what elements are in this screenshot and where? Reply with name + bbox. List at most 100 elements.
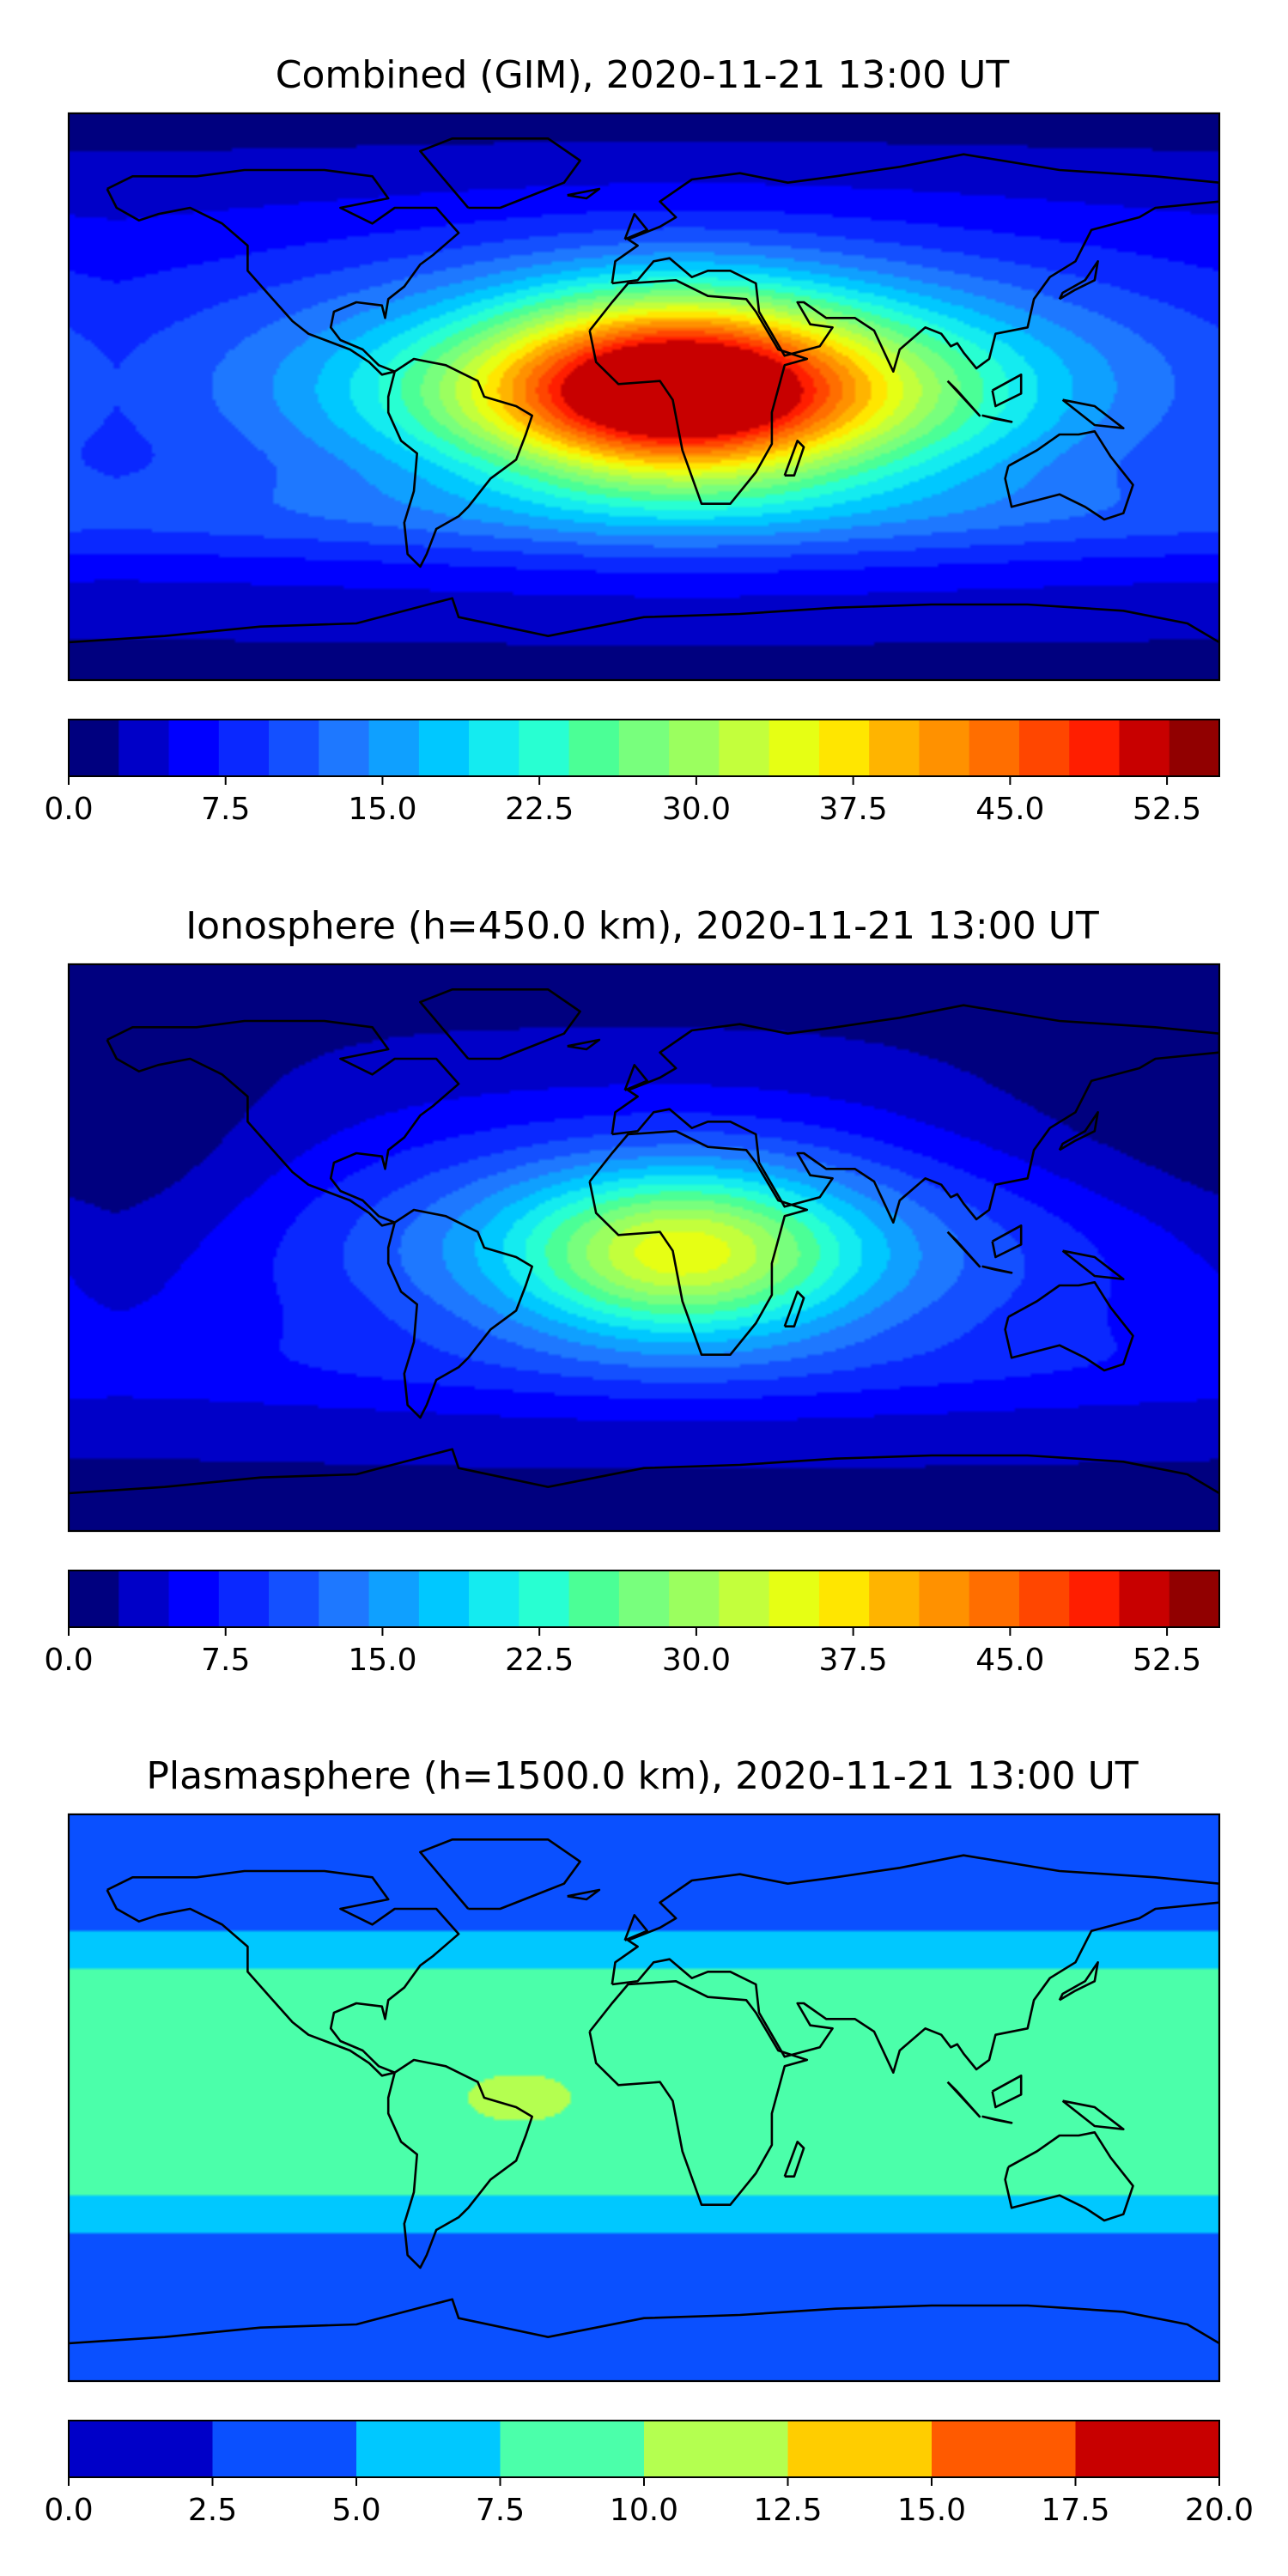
coastlines <box>69 137 1219 644</box>
colorbar-segment <box>356 2421 501 2477</box>
coastline <box>623 213 649 240</box>
colorbar-segment <box>519 1571 570 1627</box>
coastline <box>567 187 601 200</box>
colorbar-segment <box>669 720 720 776</box>
colorbar-segment <box>319 720 370 776</box>
colorbar-tick-label: 20.0 <box>1185 2493 1254 2528</box>
colorbar-segment <box>368 1571 420 1627</box>
coastline <box>981 2115 1013 2124</box>
coastline <box>106 1869 460 2077</box>
colorbar-segment <box>469 1571 519 1627</box>
colorbar-segment <box>269 720 319 776</box>
panel-title: Ionosphere (h=450.0 km), 2020-11-21 13:0… <box>185 904 1099 948</box>
coastline <box>991 2075 1023 2109</box>
colorbar-tick-label: 0.0 <box>44 792 93 827</box>
coastlines <box>69 1838 1219 2345</box>
colorbar-segment <box>212 2421 357 2477</box>
colorbar-segment <box>469 720 519 776</box>
colorbar-segment <box>368 720 420 776</box>
coastline <box>419 988 581 1060</box>
colorbar-tick-label: 7.5 <box>476 2493 525 2528</box>
colorbar-tick-label: 30.0 <box>662 792 731 827</box>
colorbar-frame <box>68 719 1220 777</box>
coastline <box>588 278 809 506</box>
coastline <box>567 1038 601 1051</box>
colorbar-segment <box>919 1571 970 1627</box>
coastline <box>946 1230 981 1268</box>
colorbar-tick-label: 37.5 <box>819 1643 888 1678</box>
colorbar-segment <box>769 720 820 776</box>
colorbar-segment <box>969 720 1020 776</box>
colorbar-segment <box>168 720 220 776</box>
colorbar-segment <box>69 720 119 776</box>
coastline <box>611 1004 1219 1224</box>
coastline <box>106 168 460 376</box>
tec-field-image <box>69 1814 1219 2381</box>
colorbar-tick-label: 0.0 <box>44 2493 93 2528</box>
colorbar-segment <box>568 720 620 776</box>
panel-title: Combined (GIM), 2020-11-21 13:00 UT <box>276 53 1010 97</box>
colorbar-segment <box>168 1571 220 1627</box>
colorbar-segment <box>218 720 270 776</box>
panel-combined: Combined (GIM), 2020-11-21 13:00 UT 0.0 7… <box>44 53 1221 827</box>
coastline <box>1061 2099 1125 2130</box>
coastline <box>69 2298 1219 2345</box>
coastline <box>981 414 1013 423</box>
colorbar-tick-label: 30.0 <box>662 1643 731 1678</box>
colorbar-tick-label: 12.5 <box>753 2493 822 2528</box>
coastline <box>611 153 1219 374</box>
colorbar-tick-label: 45.0 <box>975 792 1044 827</box>
colorbar-tick-label: 52.5 <box>1133 1643 1201 1678</box>
coastline <box>1004 2131 1134 2222</box>
panel-plasmasphere: Plasmasphere (h=1500.0 km), 2020-11-21 1… <box>44 1754 1254 2528</box>
colorbar-segment <box>1119 720 1170 776</box>
coastline <box>1058 259 1099 301</box>
coastline <box>386 2058 534 2269</box>
coastline <box>946 2081 981 2118</box>
coastline <box>1061 1249 1125 1280</box>
colorbar-tick-label: 15.0 <box>348 792 416 827</box>
colorbar-segment <box>118 1571 170 1627</box>
colorbar-tick-label: 10.0 <box>610 2493 678 2528</box>
colorbar-segment <box>618 1571 670 1627</box>
colorbar-tick-label: 7.5 <box>201 1643 250 1678</box>
colorbar-segment <box>418 720 470 776</box>
colorbar: 0.0 7.5 15.0 22.5 30.0 37.5 45.0 52.5 <box>44 1570 1220 1678</box>
colorbar-segment <box>69 2421 214 2477</box>
coastline <box>1004 1281 1134 1372</box>
colorbar-segment <box>1119 1571 1170 1627</box>
colorbar-tick-label: 22.5 <box>505 792 574 827</box>
colorbar-tick-label: 52.5 <box>1133 792 1201 827</box>
coastline <box>386 1208 534 1419</box>
colorbar-segment <box>769 1571 820 1627</box>
tec-field-image <box>69 113 1219 680</box>
coastline <box>946 380 981 417</box>
colorbar-tick-label: 2.5 <box>188 2493 237 2528</box>
colorbar-frame <box>68 1570 1220 1628</box>
map-area <box>67 1813 1221 2383</box>
coastline <box>783 1291 805 1327</box>
colorbar-tick-label: 37.5 <box>819 792 888 827</box>
panel-title: Plasmasphere (h=1500.0 km), 2020-11-21 1… <box>146 1754 1138 1798</box>
coastline <box>623 1914 649 1941</box>
panel-ionosphere: Ionosphere (h=450.0 km), 2020-11-21 13:0… <box>44 904 1221 1678</box>
colorbar-segment <box>118 720 170 776</box>
colorbar-segment <box>218 1571 270 1627</box>
colorbar-segment <box>568 1571 620 1627</box>
coastline <box>783 439 805 477</box>
colorbar-segment <box>1069 720 1121 776</box>
colorbar-segment <box>1075 2421 1220 2477</box>
colorbar-segment <box>932 2421 1077 2477</box>
colorbar-tick-label: 17.5 <box>1041 2493 1109 2528</box>
colorbar-segment <box>1069 1571 1121 1627</box>
coastline <box>1061 398 1125 430</box>
colorbar-segment <box>1018 1571 1070 1627</box>
colorbar-segment <box>269 1571 319 1627</box>
tec-field-image <box>69 964 1219 1531</box>
colorbar-segment <box>500 2421 645 2477</box>
coastline <box>588 1130 809 1356</box>
colorbar-tick-label: 45.0 <box>975 1643 1044 1678</box>
colorbar-segment <box>818 1571 870 1627</box>
colorbar-tick-label: 22.5 <box>505 1643 574 1678</box>
